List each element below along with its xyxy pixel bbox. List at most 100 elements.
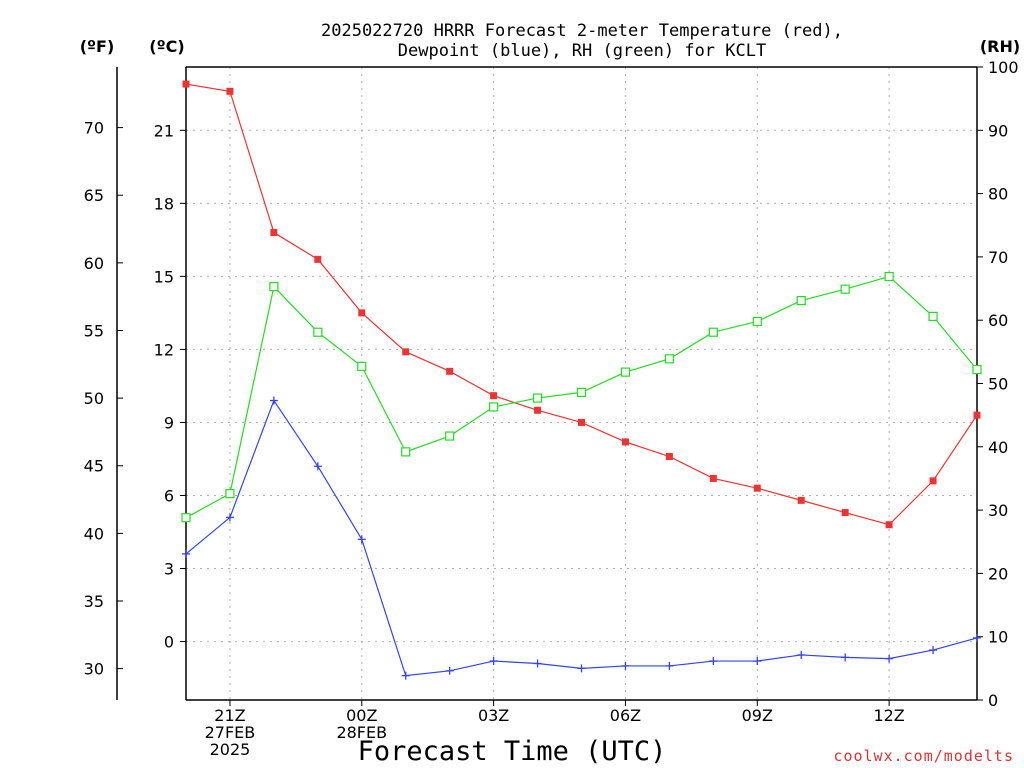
temperature-point [446, 367, 454, 375]
rh-point [620, 367, 631, 377]
x-tick-label: 27FEB [205, 723, 256, 742]
celsius-tick-label: 9 [164, 413, 174, 432]
temperature-point [841, 509, 849, 517]
rh-point [664, 354, 674, 364]
rh-tick-label: 30 [988, 501, 1008, 520]
dewpoint-line [185, 399, 978, 677]
dewpoint-point [841, 653, 850, 662]
x-tick-label: 09Z [742, 706, 773, 725]
rh-axis-label: (RH) [980, 37, 1020, 56]
dewpoint-point [665, 661, 674, 670]
celsius-tick-label: 6 [164, 486, 174, 505]
dewpoint-point [709, 657, 718, 666]
temperature-line [185, 83, 978, 526]
temperature-point [753, 484, 761, 492]
rh-point [357, 361, 367, 372]
fahrenheit-tick-label: 30 [84, 660, 104, 679]
grid-lines [186, 67, 977, 700]
rh-point [445, 431, 455, 441]
x-axis-title: Forecast Time (UTC) [358, 736, 667, 767]
tick-labels: 30 35 40 45 50 55 60 65 70 0 3 6 9 12 15 18 21 0 10 20 30 40 5… [84, 58, 1019, 759]
temperature-point [973, 411, 981, 419]
axes [116, 66, 983, 706]
temperature-point [270, 229, 278, 237]
fahrenheit-tick-label: 65 [84, 186, 104, 205]
rh-point [840, 284, 850, 294]
x-tick-label: 12Z [873, 706, 904, 725]
temperature-point [929, 477, 937, 485]
celsius-tick-label: 0 [164, 633, 174, 652]
rh-tick-label: 50 [988, 375, 1008, 394]
temperature-point [885, 521, 893, 529]
credit-text: coolwx.com/modelts [833, 747, 1014, 765]
temperature-point [182, 80, 190, 88]
fahrenheit-tick-label: 45 [84, 457, 104, 476]
temperature-point [314, 255, 322, 263]
temperature-point [578, 418, 585, 426]
rh-point [708, 327, 718, 337]
rh-tick-label: 10 [988, 628, 1008, 647]
rh-tick-label: 40 [988, 438, 1008, 457]
fahrenheit-tick-label: 60 [84, 254, 104, 273]
x-tick-label: 03Z [478, 706, 509, 725]
dewpoint-point [445, 666, 454, 675]
rh-line [185, 275, 978, 519]
celsius-tick-label: 15 [154, 267, 174, 286]
dewpoint-point [313, 462, 322, 471]
rh-tick-label: 0 [988, 691, 998, 710]
x-tick-label: 21Z [214, 706, 245, 725]
dewpoint-point [753, 657, 762, 666]
celsius-tick-label: 3 [164, 560, 174, 579]
rh-point [489, 402, 499, 412]
temperature-point [621, 438, 629, 446]
x-tick-label: 2025 [210, 740, 251, 759]
dewpoint-point [973, 633, 981, 642]
rh-point [532, 393, 543, 403]
rh-point [884, 271, 894, 282]
x-tick-label: 28FEB [336, 723, 387, 742]
x-tick-label: 00Z [346, 706, 377, 725]
temperature-point [665, 453, 673, 461]
celsius-tick-label: 18 [154, 194, 174, 213]
fahrenheit-axis-label: (ºF) [80, 37, 115, 56]
dewpoint-point [885, 654, 894, 663]
rh-point [796, 295, 806, 306]
dewpoint-point [357, 535, 366, 544]
chart-title-line1: 2025022720 HRRR Forecast 2-meter Tempera… [321, 21, 843, 41]
rh-point [225, 489, 235, 499]
temperature-point [226, 87, 234, 95]
fahrenheit-tick-label: 55 [84, 321, 104, 340]
rh-tick-label: 90 [988, 121, 1008, 140]
rh-point [752, 316, 762, 327]
rh-tick-label: 20 [988, 564, 1008, 583]
rh-tick-label: 80 [988, 185, 1008, 204]
dewpoint-point [225, 513, 234, 522]
dewpoint-point [401, 671, 410, 680]
dewpoint-point [621, 661, 630, 670]
rh-point [269, 282, 279, 292]
celsius-tick-label: 21 [154, 121, 174, 140]
dewpoint-point [533, 659, 542, 668]
series-layer [181, 80, 982, 680]
rh-point [928, 311, 938, 322]
temperature-point [358, 309, 366, 317]
temperature-point [402, 348, 410, 356]
fahrenheit-tick-label: 35 [84, 592, 104, 611]
rh-point [181, 513, 191, 523]
dewpoint-point [489, 657, 498, 666]
rh-point [313, 327, 323, 337]
chart-title-line2: Dewpoint (blue), RH (green) for KCLT [398, 41, 766, 61]
rh-tick-label: 70 [988, 248, 1008, 267]
fahrenheit-tick-label: 40 [84, 524, 104, 543]
rh-point [401, 447, 411, 457]
temperature-point [490, 392, 498, 400]
fahrenheit-tick-label: 50 [84, 389, 104, 408]
dewpoint-point [929, 646, 938, 655]
fahrenheit-tick-label: 70 [84, 119, 104, 138]
temperature-point [709, 474, 717, 482]
rh-tick-label: 60 [988, 311, 1008, 330]
rh-tick-label: 100 [988, 58, 1019, 77]
dewpoint-point [182, 549, 190, 558]
temperature-point [797, 496, 805, 504]
